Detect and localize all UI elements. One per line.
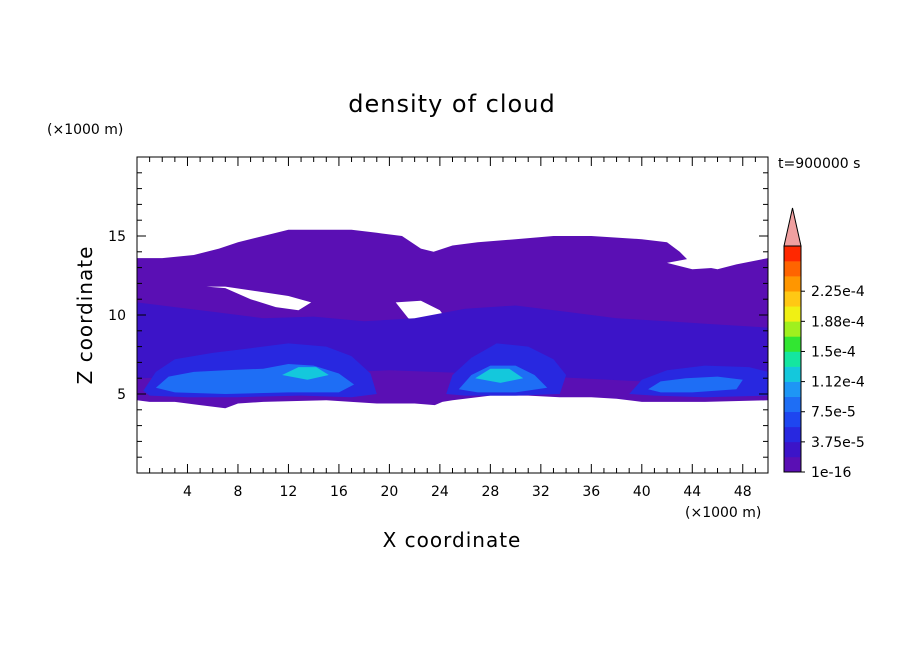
y-tick-label: 15 — [108, 229, 126, 245]
colorbar-label: 1.12e-4 — [811, 375, 865, 391]
colorbar-swatch — [784, 426, 801, 443]
colorbar-swatch — [784, 351, 801, 367]
x-unit-label: (×1000 m) — [685, 505, 761, 521]
colorbar-swatch — [784, 261, 801, 277]
region-peak-left — [282, 367, 329, 380]
colorbar-extend-triangle — [783, 207, 802, 247]
x-tick-label: 24 — [431, 484, 449, 500]
colorbar: 2.25e-4 1.88e-4 1.5e-4 1.12e-4 7.5e-5 3.75e-5… — [783, 207, 865, 481]
colorbar-swatch — [784, 396, 801, 413]
region-hole-left — [206, 286, 312, 311]
x-tick-label: 28 — [481, 484, 499, 500]
colorbar-label: 1.88e-4 — [811, 314, 865, 330]
y-tick-label: 10 — [108, 308, 126, 324]
region-peak-center — [475, 368, 524, 383]
x-tick-label: 12 — [280, 484, 298, 500]
colorbar-swatch — [784, 336, 801, 352]
x-tick-label: 16 — [330, 484, 348, 500]
chart-title: density of cloud — [348, 90, 555, 118]
x-tick-label: 40 — [633, 484, 651, 500]
colorbar-swatch — [784, 456, 801, 473]
x-tick-label: 36 — [582, 484, 600, 500]
region-hole-right — [667, 258, 737, 270]
colorbar-swatch — [784, 381, 801, 397]
x-tick-label: 20 — [380, 484, 398, 500]
colorbar-swatch — [784, 276, 801, 292]
x-tick-label: 32 — [532, 484, 550, 500]
x-tick-label: 44 — [683, 484, 701, 500]
colorbar-frame — [783, 245, 802, 473]
colorbar-swatch — [784, 321, 801, 337]
colorbar-swatch — [784, 366, 801, 382]
colorbar-swatch — [784, 291, 801, 307]
x-axis-label: X coordinate — [383, 528, 522, 552]
colorbar-swatch — [784, 306, 801, 322]
y-tick-label: 5 — [117, 387, 126, 403]
colorbar-label: 2.25e-4 — [811, 284, 865, 300]
y-axis-label: Z coordinate — [73, 246, 97, 385]
y-unit-label: (×1000 m) — [47, 122, 123, 138]
colorbar-swatch — [784, 411, 801, 428]
colorbar-label: 1e-16 — [811, 465, 851, 481]
contour-regions — [137, 229, 768, 409]
colorbar-label: 1.5e-4 — [811, 344, 856, 360]
colorbar-label: 7.5e-5 — [811, 405, 856, 421]
colorbar-label: 3.75e-5 — [811, 435, 865, 451]
region-core-right — [648, 376, 743, 393]
x-tick-label: 8 — [233, 484, 242, 500]
colorbar-swatch — [784, 441, 801, 458]
x-tick-label: 48 — [734, 484, 752, 500]
colorbar-swatch — [784, 246, 801, 262]
time-label: t=900000 s — [778, 156, 860, 172]
x-tick-label: 4 — [183, 484, 192, 500]
